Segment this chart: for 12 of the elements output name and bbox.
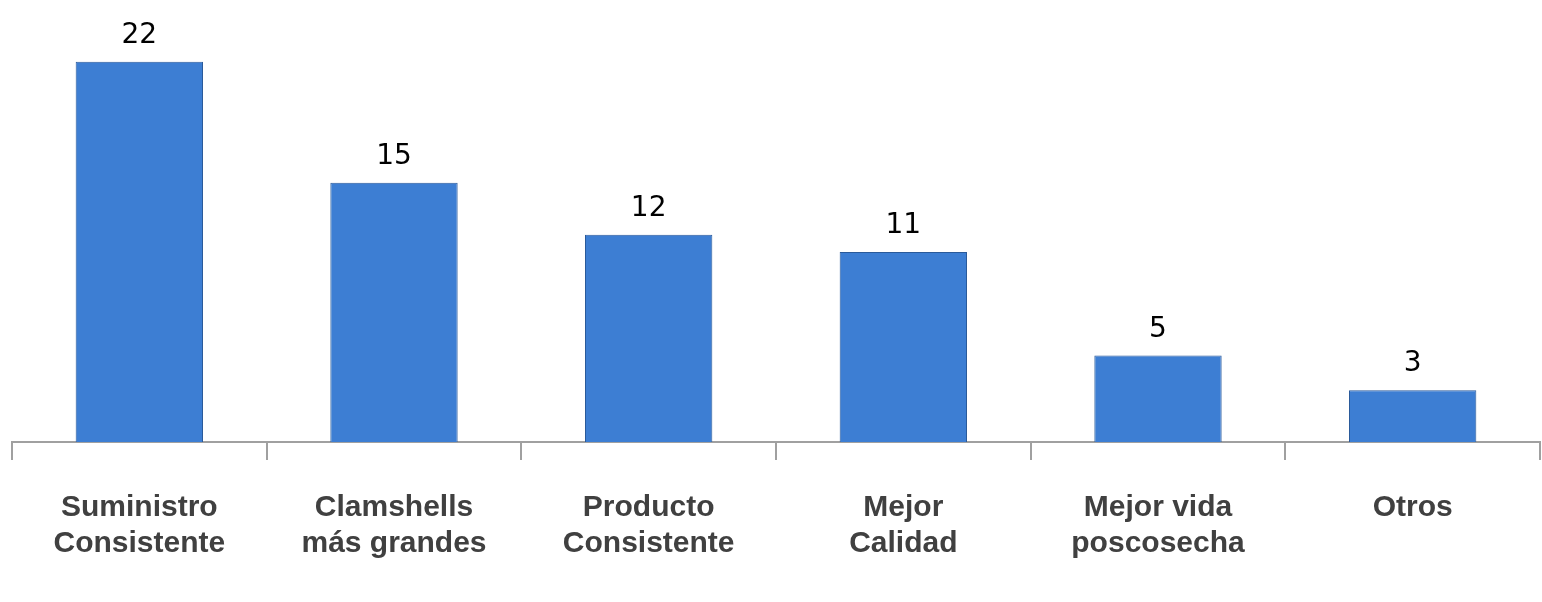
data-label: 11 (885, 207, 922, 241)
data-label: 12 (630, 189, 667, 223)
x-tick-label: Producto Consistente (562, 489, 735, 559)
x-tick-label: Otros (1372, 489, 1453, 523)
data-label: 15 (376, 138, 412, 172)
x-tick-label: Suministro Consistente (53, 489, 226, 559)
x-tick-label: Mejor vida poscosecha (1071, 489, 1246, 559)
x-tick-label: Clamshells más grandes (301, 489, 487, 559)
data-label: 5 (1149, 310, 1167, 344)
x-tick-label: Mejor Calidad (849, 489, 958, 559)
data-label: 22 (121, 17, 158, 51)
data-label: 3 (1403, 345, 1422, 379)
